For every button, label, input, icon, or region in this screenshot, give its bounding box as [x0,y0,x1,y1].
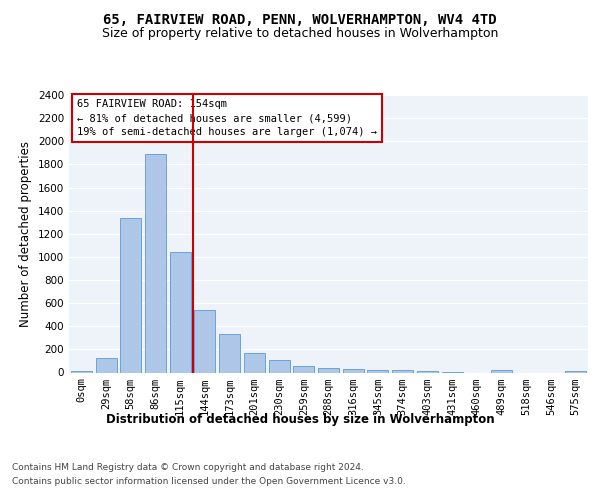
Bar [392,370,413,372]
Bar [367,370,388,372]
Text: Distribution of detached houses by size in Wolverhampton: Distribution of detached houses by size … [106,412,494,426]
Text: 65 FAIRVIEW ROAD: 154sqm
← 81% of detached houses are smaller (4,599)
19% of sem: 65 FAIRVIEW ROAD: 154sqm ← 81% of detach… [77,99,377,137]
Text: Contains HM Land Registry data © Crown copyright and database right 2024.: Contains HM Land Registry data © Crown c… [12,462,364,471]
Bar [244,354,265,372]
Bar [170,252,191,372]
Bar [219,334,240,372]
Bar [95,358,116,372]
Bar [120,218,141,372]
Bar [293,366,314,372]
Bar [318,368,339,372]
Bar [269,360,290,372]
Text: 65, FAIRVIEW ROAD, PENN, WOLVERHAMPTON, WV4 4TD: 65, FAIRVIEW ROAD, PENN, WOLVERHAMPTON, … [103,12,497,26]
Bar [491,370,512,372]
Bar [417,371,438,372]
Bar [145,154,166,372]
Text: Contains public sector information licensed under the Open Government Licence v3: Contains public sector information licen… [12,478,406,486]
Bar [194,310,215,372]
Text: Size of property relative to detached houses in Wolverhampton: Size of property relative to detached ho… [102,28,498,40]
Y-axis label: Number of detached properties: Number of detached properties [19,141,32,327]
Bar [343,369,364,372]
